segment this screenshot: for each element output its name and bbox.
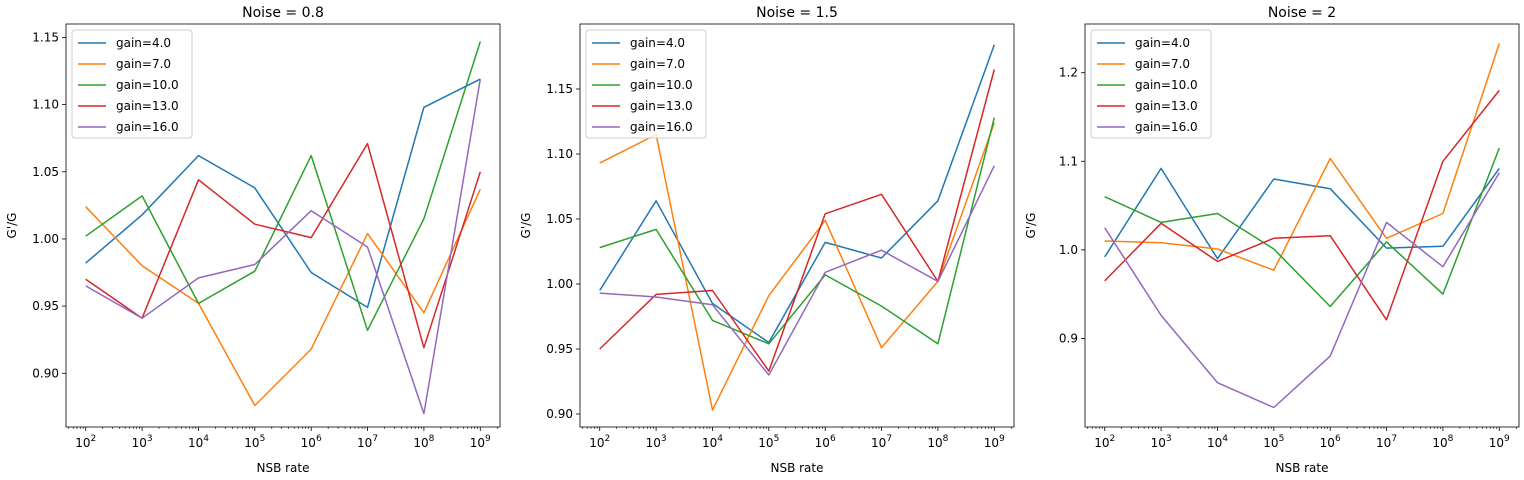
axes-frame bbox=[65, 23, 501, 428]
chart-3: Noise = 2 102 103 104 105 106 107 108 109 0.9 1.0 1… bbox=[1024, 5, 1520, 475]
x-tick-label: 103 bbox=[1151, 434, 1172, 450]
y-tick-label: 1.0 bbox=[1059, 243, 1078, 257]
x-tick-label: 109 bbox=[1489, 434, 1510, 450]
y-tick-label: 1.10 bbox=[546, 147, 573, 161]
x-tick-label: 105 bbox=[244, 434, 265, 450]
x-tick-label: 106 bbox=[815, 434, 836, 450]
y-tick-label: 1.00 bbox=[546, 277, 573, 291]
legend-label: gain=13.0 bbox=[116, 99, 179, 113]
axes-frame bbox=[1084, 23, 1520, 428]
x-tick-label: 102 bbox=[75, 434, 96, 450]
legend-label: gain=7.0 bbox=[630, 57, 685, 71]
y-tick-label: 0.90 bbox=[32, 366, 59, 380]
legend-label: gain=16.0 bbox=[116, 120, 179, 134]
y-tick-label: 1.10 bbox=[32, 98, 59, 112]
x-axis-label: NSB rate bbox=[770, 461, 823, 475]
legend-box bbox=[71, 29, 193, 139]
series-line-gain=7.0 bbox=[85, 188, 481, 407]
y-tick-label: 1.05 bbox=[32, 165, 59, 179]
series-line-gain=10.0 bbox=[85, 41, 482, 332]
y-tick-label: 1.2 bbox=[1059, 66, 1078, 80]
x-tick-label: 109 bbox=[984, 434, 1005, 450]
x-tick-label: 108 bbox=[927, 434, 948, 450]
series-line-gain=7.0 bbox=[599, 122, 996, 411]
legend-box bbox=[585, 29, 707, 139]
series-line-gain=16.0 bbox=[1104, 172, 1500, 409]
x-axis-label: NSB rate bbox=[1275, 461, 1328, 475]
x-tick-label: 106 bbox=[1320, 434, 1341, 450]
series-group bbox=[85, 41, 482, 415]
series-line-gain=10.0 bbox=[1104, 147, 1500, 308]
legend-box bbox=[1090, 29, 1212, 139]
legend-label: gain=13.0 bbox=[1135, 99, 1198, 113]
legend: gain=4.0 gain=7.0 gain=10.0 gain=13.0 gain=1… bbox=[585, 29, 707, 139]
y-tick-label: 1.05 bbox=[546, 212, 573, 226]
x-tick-label: 107 bbox=[871, 434, 892, 450]
x-tick-label: 107 bbox=[357, 434, 378, 450]
series-group bbox=[1104, 43, 1501, 409]
legend-label: gain=16.0 bbox=[630, 120, 693, 134]
chart-title: Noise = 1.5 bbox=[756, 5, 838, 21]
axes-frame bbox=[579, 23, 1015, 428]
legend-label: gain=7.0 bbox=[1135, 57, 1190, 71]
legend-label: gain=10.0 bbox=[116, 78, 179, 92]
series-line-gain=10.0 bbox=[599, 117, 996, 345]
legend-label: gain=7.0 bbox=[116, 57, 171, 71]
y-tick-label: 0.95 bbox=[546, 342, 573, 356]
x-axis-label: NSB rate bbox=[256, 461, 309, 475]
legend-label: gain=10.0 bbox=[1135, 78, 1198, 92]
x-tick-label: 104 bbox=[1207, 434, 1228, 450]
series-group bbox=[599, 44, 996, 411]
y-tick-label: 0.95 bbox=[32, 299, 59, 313]
y-tick-label: 1.1 bbox=[1059, 154, 1078, 168]
series-line-gain=16.0 bbox=[85, 78, 482, 415]
legend-label: gain=13.0 bbox=[630, 99, 693, 113]
x-tick-label: 104 bbox=[188, 434, 209, 450]
x-tick-label: 108 bbox=[1432, 434, 1453, 450]
series-line-gain=13.0 bbox=[599, 69, 996, 372]
legend: gain=4.0 gain=7.0 gain=10.0 gain=13.0 gain=1… bbox=[71, 29, 193, 139]
x-tick-label: 108 bbox=[413, 434, 434, 450]
x-tick-label: 105 bbox=[1263, 434, 1284, 450]
x-tick-label: 107 bbox=[1376, 434, 1397, 450]
y-tick-label: 0.9 bbox=[1059, 331, 1078, 345]
x-tick-label: 103 bbox=[646, 434, 667, 450]
series-line-gain=16.0 bbox=[599, 165, 995, 376]
y-axis-label: G'/G bbox=[1024, 213, 1038, 239]
legend-label: gain=10.0 bbox=[630, 78, 693, 92]
legend-label: gain=4.0 bbox=[116, 36, 171, 50]
x-tick-label: 105 bbox=[758, 434, 779, 450]
series-line-gain=7.0 bbox=[1104, 43, 1501, 271]
legend: gain=4.0 gain=7.0 gain=10.0 gain=13.0 gain=1… bbox=[1090, 29, 1212, 139]
y-axis-label: G'/G bbox=[519, 213, 533, 239]
y-tick-label: 1.15 bbox=[32, 30, 59, 44]
y-tick-label: 1.00 bbox=[32, 232, 59, 246]
chart-2: Noise = 1.5 102 103 104 105 106 107 108 109 0.90 0… bbox=[519, 5, 1015, 475]
x-tick-label: 102 bbox=[1094, 434, 1115, 450]
series-line-gain=13.0 bbox=[1104, 89, 1500, 321]
x-tick-label: 109 bbox=[470, 434, 491, 450]
y-tick-label: 1.15 bbox=[546, 82, 573, 96]
chart-title: Noise = 0.8 bbox=[242, 5, 324, 21]
y-tick-label: 0.90 bbox=[546, 407, 573, 421]
y-axis-label: G'/G bbox=[5, 213, 19, 239]
chart-1: Noise = 0.8 102 103 104 105 106 107 108 109 0.90 0… bbox=[5, 5, 501, 475]
x-tick-label: 106 bbox=[301, 434, 322, 450]
x-tick-label: 103 bbox=[132, 434, 153, 450]
x-tick-label: 102 bbox=[589, 434, 610, 450]
legend-label: gain=4.0 bbox=[630, 36, 685, 50]
chart-title: Noise = 2 bbox=[1268, 5, 1336, 21]
series-line-gain=4.0 bbox=[1104, 167, 1500, 260]
legend-label: gain=16.0 bbox=[1135, 120, 1198, 134]
series-line-gain=13.0 bbox=[85, 142, 482, 349]
x-tick-label: 104 bbox=[702, 434, 723, 450]
legend-label: gain=4.0 bbox=[1135, 36, 1190, 50]
